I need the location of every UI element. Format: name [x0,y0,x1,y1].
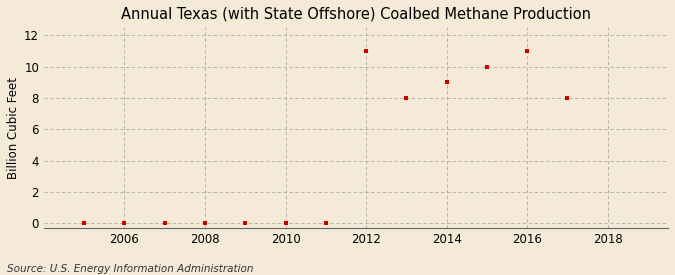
Point [481,64,492,69]
Title: Annual Texas (with State Offshore) Coalbed Methane Production: Annual Texas (with State Offshore) Coalb… [121,7,591,22]
Point [522,49,533,53]
Point [401,96,412,100]
Point [119,221,130,226]
Point [360,49,371,53]
Point [79,221,90,226]
Point [159,221,170,226]
Point [200,221,211,226]
Point [240,221,250,226]
Point [280,221,291,226]
Point [441,80,452,84]
Y-axis label: Billion Cubic Feet: Billion Cubic Feet [7,77,20,179]
Text: Source: U.S. Energy Information Administration: Source: U.S. Energy Information Administ… [7,264,253,274]
Point [321,221,331,226]
Point [562,96,573,100]
